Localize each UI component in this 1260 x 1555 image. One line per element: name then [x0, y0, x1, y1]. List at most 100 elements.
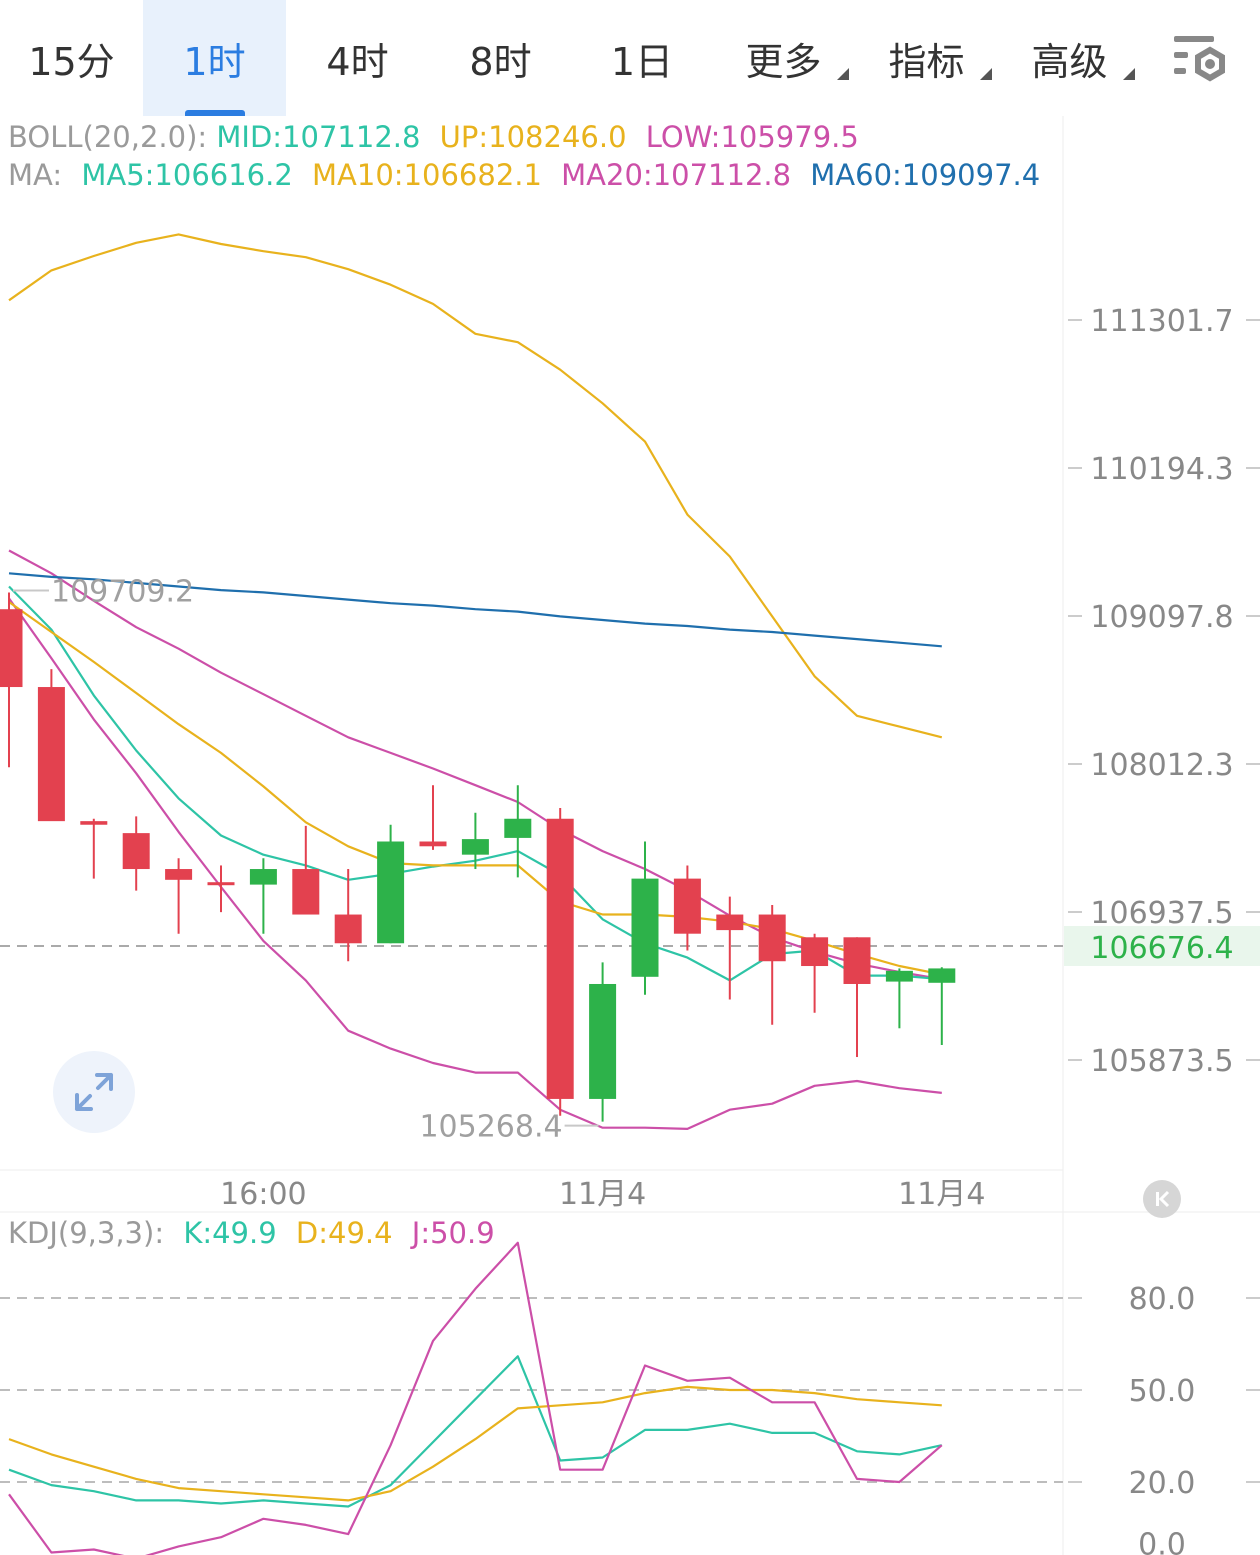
- candlestick: [631, 841, 659, 995]
- tab-label: 8时: [469, 39, 532, 84]
- candle-body: [589, 983, 617, 1099]
- kdj-axis-label: 80.0: [1129, 1282, 1196, 1317]
- ma10-value: MA10:106682.1: [312, 158, 542, 192]
- tab-1hour[interactable]: 1时: [143, 0, 286, 116]
- indicator-line-ma20: [8, 549, 942, 981]
- candlestick-chart[interactable]: 111301.7 110194.3 109097.8 108012.3 106937.5…: [0, 116, 1260, 1555]
- candle-body: [165, 869, 193, 880]
- candle-body: [419, 841, 447, 847]
- kdj-k-value: K:49.9: [183, 1216, 277, 1250]
- tab-8hour[interactable]: 8时: [429, 0, 572, 116]
- candlestick: [461, 812, 489, 870]
- candlestick: [716, 896, 744, 1000]
- scroll-to-latest-button[interactable]: [1143, 1180, 1181, 1218]
- kdj-legend-prefix: KDJ(9,3,3):: [8, 1216, 165, 1250]
- kdj-axis-label: 50.0: [1129, 1374, 1196, 1409]
- candle-body: [801, 937, 829, 967]
- indicator-line-ma5: [8, 585, 942, 982]
- scroll-to-latest-icon: [1156, 1190, 1170, 1208]
- candlestick: [165, 858, 193, 934]
- ma60-value: MA60:109097.4: [810, 158, 1041, 192]
- price-axis-label: 106937.5: [1090, 896, 1233, 931]
- tab-1day[interactable]: 1日: [572, 0, 712, 116]
- candlestick: [207, 865, 235, 913]
- candle-body: [716, 914, 744, 931]
- boll-mid-value: MID:107112.8: [216, 120, 421, 154]
- tab-label: 15分: [28, 39, 115, 84]
- candle-body: [80, 821, 108, 825]
- candlestick: [801, 933, 829, 1013]
- kdj-line-k: [8, 1355, 943, 1508]
- candlestick: [589, 962, 617, 1122]
- candlestick: [37, 669, 65, 822]
- ma-legend-prefix: MA:: [8, 158, 63, 192]
- kdj-axis-label: 20.0: [1129, 1466, 1196, 1501]
- candle-body: [885, 970, 913, 982]
- time-axis-label: 11月4: [559, 1177, 646, 1212]
- candlestick: [885, 968, 913, 1029]
- dropdown-caret-icon: [837, 68, 849, 80]
- candle-body: [546, 818, 574, 1099]
- time-axis-label: 16:00: [220, 1177, 306, 1212]
- active-tab-indicator: [184, 110, 245, 116]
- chart-settings-icon: [1174, 36, 1225, 82]
- fullscreen-button[interactable]: [53, 1051, 135, 1133]
- price-axis-label: 109097.8: [1090, 600, 1233, 635]
- candlestick: [249, 858, 277, 934]
- ma20-value: MA20:107112.8: [561, 158, 792, 192]
- expand-arrows-icon: [75, 1073, 113, 1111]
- tab-4hour[interactable]: 4时: [286, 0, 429, 116]
- ma-legend: MA: MA5:106616.2 MA10:106682.1 MA20:1071…: [8, 158, 1050, 192]
- candlestick: [292, 825, 320, 915]
- candle-body: [292, 869, 320, 915]
- chart-settings-button[interactable]: [1168, 30, 1232, 86]
- candlestick: [419, 785, 447, 850]
- boll-low-value: LOW:105979.5: [645, 120, 859, 154]
- timeframe-tab-bar: 15分 1时 4时 8时 1日 更多 指标 高级: [0, 0, 1260, 116]
- price-axis-label: 105873.5: [1090, 1044, 1233, 1079]
- tab-more-dropdown[interactable]: 更多: [712, 0, 855, 116]
- kdj-axis-label: 0.0: [1138, 1527, 1186, 1555]
- candlestick: [546, 807, 574, 1116]
- kdj-d-value: D:49.4: [295, 1216, 393, 1250]
- low-marker-label: 105268.4: [419, 1110, 562, 1145]
- high-marker-label: 109709.2: [51, 574, 194, 609]
- candlestick: [377, 824, 405, 944]
- candle-body: [631, 878, 659, 977]
- tab-label: 高级: [1031, 39, 1108, 84]
- candlestick: [843, 937, 871, 1058]
- dropdown-caret-icon: [980, 68, 992, 80]
- current-price-badge: [1064, 926, 1260, 966]
- kdj-line-j: [8, 1241, 943, 1555]
- candlestick: [80, 818, 108, 879]
- tab-label: 指标: [888, 39, 965, 84]
- tab-indicators-dropdown[interactable]: 指标: [855, 0, 998, 116]
- candle-body: [37, 687, 65, 822]
- candle-body: [928, 968, 956, 983]
- boll-legend-prefix: BOLL(20,2.0):: [8, 120, 208, 154]
- tab-advanced-dropdown[interactable]: 高级: [998, 0, 1141, 116]
- candlestick: [928, 967, 956, 1046]
- kdj-j-value: J:50.9: [411, 1216, 495, 1250]
- tab-15min[interactable]: 15分: [0, 0, 143, 116]
- indicator-line-ma60: [8, 572, 942, 648]
- price-axis-label: 111301.7: [1090, 304, 1233, 339]
- candlestick: [0, 592, 23, 768]
- candle-body: [377, 841, 405, 944]
- time-axis-label: 11月4: [898, 1177, 985, 1212]
- candle-body: [249, 869, 277, 885]
- ma5-value: MA5:106616.2: [81, 158, 293, 192]
- candlestick: [673, 865, 701, 951]
- indicator-line-low: [8, 597, 942, 1131]
- candle-body: [334, 914, 362, 944]
- tab-label: 1时: [183, 39, 246, 84]
- boll-up-value: UP:108246.0: [439, 120, 627, 154]
- tab-label: 1日: [610, 39, 674, 84]
- candle-body: [758, 914, 786, 962]
- candle-body: [504, 818, 532, 838]
- boll-legend: BOLL(20,2.0): MID:107112.8 UP:108246.0 L…: [8, 120, 869, 154]
- candle-body: [673, 878, 701, 934]
- tab-label: 更多: [745, 39, 822, 84]
- candle-body: [461, 839, 489, 855]
- dropdown-caret-icon: [1123, 68, 1135, 80]
